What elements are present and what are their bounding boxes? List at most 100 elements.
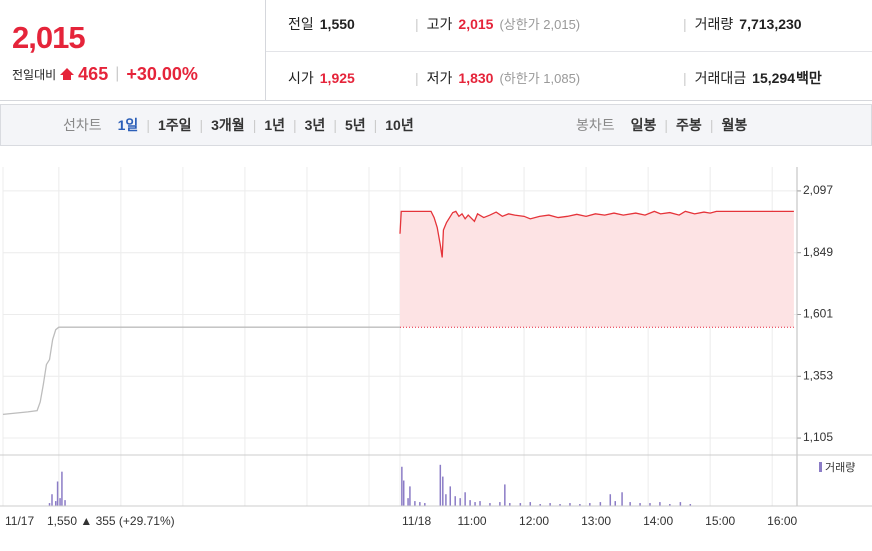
annotation: 1,550 ▲ 355 (+29.71%) [47, 514, 175, 528]
y-tick-label: 1,849 [803, 245, 833, 259]
divider: | [683, 70, 687, 86]
y-tick-label: 1,601 [803, 307, 833, 321]
volume-bar [449, 486, 451, 506]
tab[interactable]: 1년 [264, 117, 285, 133]
stat-value: 2,015 [458, 16, 494, 32]
volume-bar [679, 502, 682, 506]
volume-bar [454, 496, 456, 506]
volume-bar [56, 481, 59, 506]
volume-bar [459, 498, 461, 506]
volume-bar [442, 476, 444, 506]
volume-bar [509, 503, 511, 506]
quote-header: 2,015 전일대비 465 | +30.00% 전일 1,550 | 고가 2,015… [0, 0, 872, 101]
x-tick-label: 12:00 [519, 514, 549, 528]
current-price: 2,015 [12, 20, 86, 55]
volume-bar [64, 500, 66, 506]
volume-bar [549, 503, 551, 506]
x-tick-label: 13:00 [581, 514, 611, 528]
divider: | [146, 117, 150, 133]
volume-bar [414, 501, 416, 506]
candle-chart-tabs: 봉차트 일봉 | 주봉 | 월봉 [576, 105, 747, 145]
stat-label: 저가 [426, 70, 453, 86]
divider: | [683, 16, 687, 32]
volume-bar [48, 503, 51, 506]
divider: | [115, 65, 120, 82]
volume-bar [621, 492, 623, 506]
tab[interactable]: 1주일 [157, 117, 192, 133]
stat: | 거래량 7,713,230 [683, 10, 802, 38]
x-tick-label: 11:00 [457, 514, 486, 528]
stat-value: 15,294 [752, 70, 795, 86]
tab[interactable]: 10년 [385, 117, 414, 133]
volume-bar [659, 502, 661, 506]
x-tick-label: 14:00 [643, 514, 673, 528]
volume-bar [539, 504, 541, 506]
tab[interactable]: 3년 [304, 117, 326, 133]
tab-group-label: 선차트 [63, 117, 102, 133]
price-line [2, 326, 400, 416]
up-icon [60, 68, 75, 80]
divider: | [199, 117, 204, 133]
x-tick-label: 11/18 [402, 514, 431, 528]
tab[interactable]: 1일 [117, 117, 139, 133]
stat-label: 고가 [426, 16, 453, 32]
price-box: 2,015 전일대비 465 | +30.00% [0, 0, 266, 100]
volume-bar [445, 494, 447, 506]
tab[interactable]: 일봉 [630, 117, 657, 133]
stat: | 거래대금 15,294 백만 [683, 64, 822, 92]
tab[interactable]: 5년 [344, 117, 366, 133]
stat-value: 1,550 [319, 16, 355, 32]
volume-bar [599, 502, 602, 506]
stat-note: (상한가 2,015) [499, 17, 581, 32]
tab[interactable]: 월봉 [721, 117, 748, 133]
volume-bar [609, 494, 612, 506]
volume-bar [424, 503, 426, 506]
divider: | [333, 117, 337, 133]
volume-bar [61, 471, 63, 506]
legend-swatch [819, 462, 822, 472]
stat-label: 거래대금 [694, 70, 747, 86]
volume-bar [529, 502, 532, 506]
legend-label: 거래량 [825, 461, 855, 474]
price-line [399, 210, 794, 258]
volume-bar [519, 503, 522, 506]
change-row: 전일대비 465 | +30.00% [12, 63, 198, 85]
divider: | [664, 117, 669, 133]
divider: | [293, 117, 297, 133]
stat-label: 전일 [288, 16, 314, 32]
volume-bar [569, 503, 571, 506]
volume-bar [439, 464, 442, 506]
area [400, 211, 794, 328]
y-tick-label: 1,353 [803, 368, 833, 382]
divider: | [252, 117, 257, 133]
tab[interactable]: 3개월 [211, 117, 245, 133]
change-value: 465 [78, 63, 109, 84]
x-tick-label: 11/17 [5, 514, 34, 528]
volume-bar [689, 504, 692, 506]
tab-group-label: 봉차트 [576, 117, 615, 133]
volume-bar [419, 502, 421, 506]
volume-bar [464, 492, 466, 506]
volume-bar [614, 501, 616, 506]
divider: | [709, 117, 714, 133]
stat-value: 1,925 [319, 70, 355, 86]
stat-unit: 백만 [796, 70, 822, 86]
volume-bar [559, 504, 561, 506]
volume-bar [479, 501, 481, 506]
divider: | [373, 117, 378, 133]
volume-bar [59, 498, 61, 506]
y-tick-label: 1,105 [803, 430, 833, 444]
volume-bar [639, 503, 641, 506]
volume-bar [579, 504, 581, 506]
volume-bar [51, 494, 53, 506]
volume-bar [474, 502, 476, 506]
chart-tabs: 선차트 1일 | 1주일 | 3개월 | 1년 | 3년 | 5년 | 10년 봉차트 일봉 | 주봉 | 월봉 [0, 104, 872, 146]
volume-bar [489, 503, 491, 506]
volume-bar [589, 503, 591, 506]
tab[interactable]: 주봉 [676, 117, 702, 133]
volume-bar [54, 501, 57, 506]
x-tick-label: 16:00 [767, 514, 797, 528]
change-label: 전일대비 [12, 67, 57, 82]
